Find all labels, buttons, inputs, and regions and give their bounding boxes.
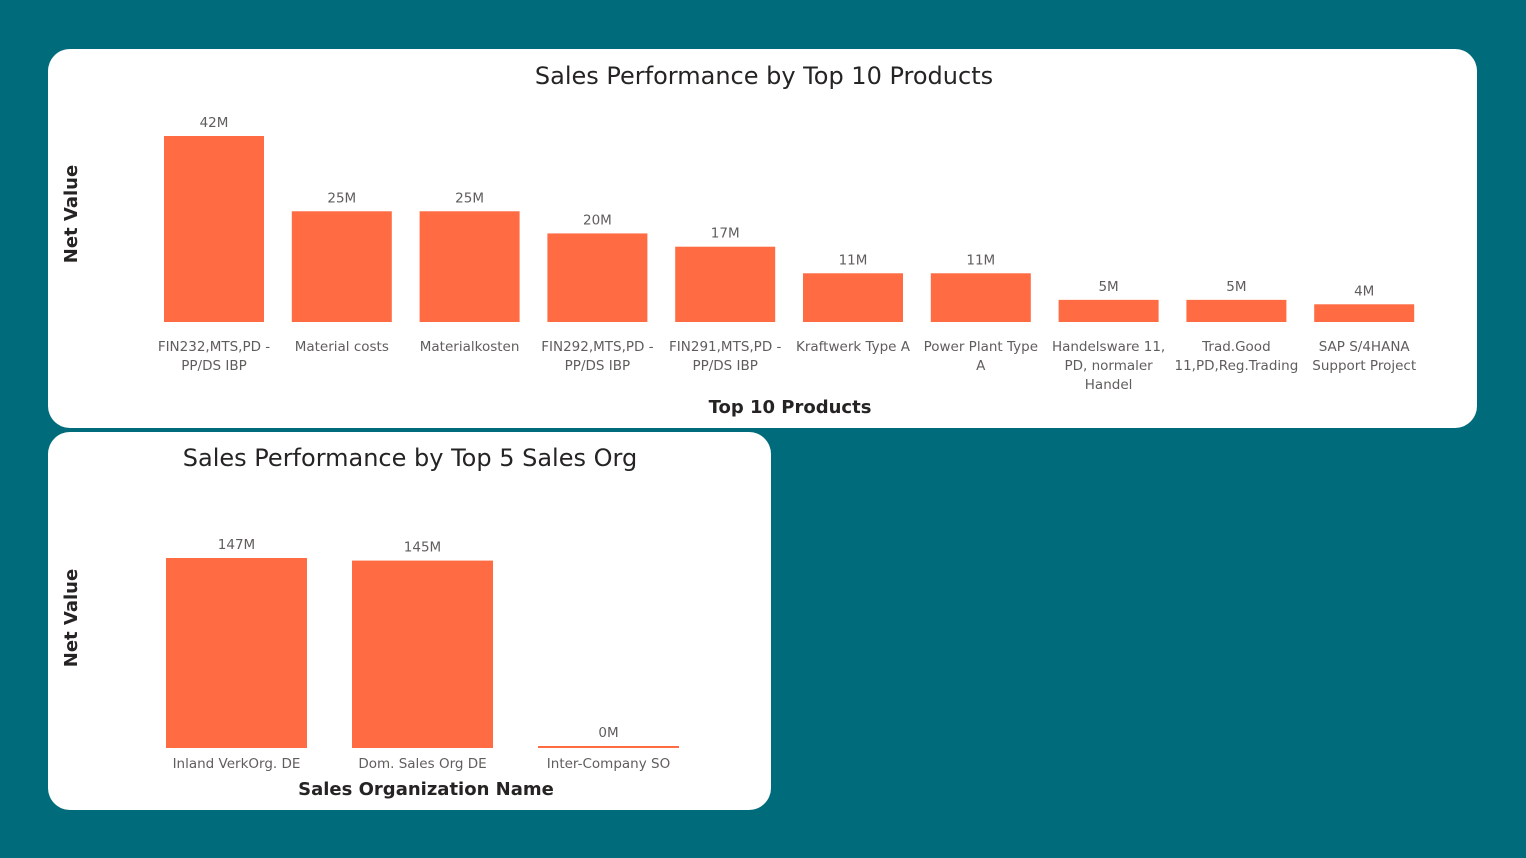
x-tick-label: Power Plant Type bbox=[924, 339, 1038, 355]
x-tick-label: PD, normaler bbox=[1064, 358, 1153, 374]
data-label: 147M bbox=[218, 537, 255, 553]
x-tick-label: FIN232,MTS,PD - bbox=[158, 339, 270, 355]
x-tick-label: Inter-Company SO bbox=[547, 756, 670, 772]
x-tick-label: Trad.Good bbox=[1201, 339, 1271, 355]
data-label: 5M bbox=[1098, 279, 1118, 295]
bar-series: 147M Inland VerkOrg. DE 145M Dom. Sales Org… bbox=[166, 537, 679, 772]
bar[interactable] bbox=[291, 211, 392, 322]
bar[interactable] bbox=[547, 233, 648, 322]
sales-org-bar-chart: Sales Performance by Top 5 Sales Org Net… bbox=[61, 444, 679, 800]
x-tick-label: Kraftwerk Type A bbox=[796, 339, 911, 355]
x-tick-label: FIN292,MTS,PD - bbox=[541, 339, 653, 355]
data-label: 5M bbox=[1226, 279, 1246, 295]
sales-org-chart-card: Sales Performance by Top 5 Sales Org Net… bbox=[48, 432, 771, 810]
x-tick-label: Support Project bbox=[1312, 358, 1416, 374]
y-axis-title: Net Value bbox=[61, 569, 82, 667]
x-tick-label: PP/DS IBP bbox=[181, 358, 246, 374]
x-tick-label: Material costs bbox=[295, 339, 389, 355]
products-bar-chart: Sales Performance by Top 10 Products Net… bbox=[61, 62, 1416, 418]
x-tick-label: 11,PD,Reg.Trading bbox=[1175, 358, 1299, 374]
data-label: 11M bbox=[839, 252, 868, 268]
bar[interactable] bbox=[1186, 299, 1287, 322]
data-label: 11M bbox=[966, 252, 995, 268]
x-axis-title: Top 10 Products bbox=[709, 397, 872, 418]
bar[interactable] bbox=[1058, 299, 1159, 322]
x-tick-label: Materialkosten bbox=[420, 339, 520, 355]
bar[interactable] bbox=[166, 558, 307, 748]
x-tick-label: A bbox=[976, 358, 986, 374]
chart-title: Sales Performance by Top 10 Products bbox=[535, 62, 993, 90]
x-tick-label: PP/DS IBP bbox=[565, 358, 630, 374]
bar[interactable] bbox=[803, 273, 903, 322]
data-label: 145M bbox=[404, 540, 441, 556]
x-tick-label: SAP S/4HANA bbox=[1319, 339, 1411, 355]
x-tick-label: Inland VerkOrg. DE bbox=[173, 756, 301, 772]
bar[interactable] bbox=[352, 560, 493, 748]
data-label: 20M bbox=[583, 212, 612, 228]
data-label: 0M bbox=[598, 725, 618, 741]
bar-series: 42M FIN232,MTS,PD - PP/DS IBP 25M Material c… bbox=[158, 115, 1416, 393]
bar[interactable] bbox=[419, 211, 520, 322]
data-label: 25M bbox=[327, 190, 356, 206]
bar[interactable] bbox=[930, 273, 1031, 322]
x-axis-title: Sales Organization Name bbox=[298, 779, 554, 800]
data-label: 42M bbox=[200, 115, 229, 131]
chart-title: Sales Performance by Top 5 Sales Org bbox=[183, 444, 637, 472]
x-tick-label: PP/DS IBP bbox=[692, 358, 757, 374]
x-tick-label: Handelsware 11, bbox=[1052, 339, 1165, 355]
x-tick-label: Handel bbox=[1085, 377, 1133, 393]
data-label: 17M bbox=[711, 226, 740, 242]
bar[interactable] bbox=[1314, 304, 1415, 322]
x-tick-label: FIN291,MTS,PD - bbox=[669, 339, 781, 355]
data-label: 25M bbox=[455, 190, 484, 206]
bar[interactable] bbox=[538, 746, 679, 748]
y-axis-title: Net Value bbox=[61, 165, 82, 263]
x-tick-label: Dom. Sales Org DE bbox=[358, 756, 486, 772]
products-chart-card: Sales Performance by Top 10 Products Net… bbox=[48, 49, 1477, 428]
bar[interactable] bbox=[675, 246, 776, 322]
bar[interactable] bbox=[164, 136, 264, 322]
data-label: 4M bbox=[1354, 283, 1374, 299]
